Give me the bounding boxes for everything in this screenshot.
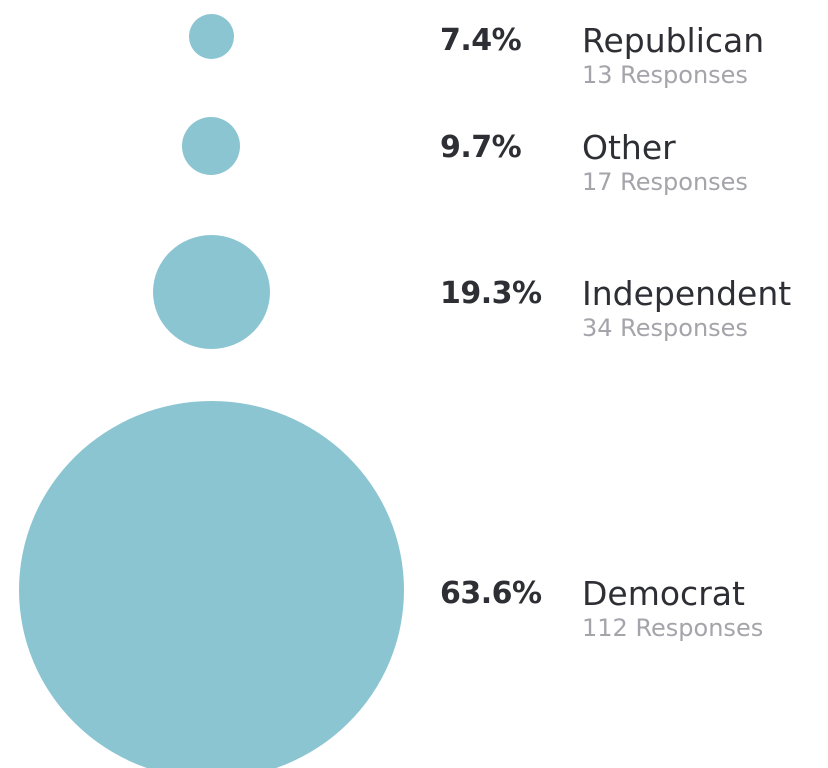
- category-label: Independent: [582, 274, 792, 313]
- responses-label: 34 Responses: [582, 314, 748, 342]
- responses-label: 17 Responses: [582, 168, 748, 196]
- bubble-democrat: [19, 401, 404, 768]
- bubble-republican: [189, 14, 234, 59]
- responses-label: 112 Responses: [582, 614, 764, 642]
- percent-label: 63.6%: [440, 576, 542, 611]
- category-label: Democrat: [582, 574, 745, 613]
- percent-label: 7.4%: [440, 23, 522, 58]
- bubble-independent: [153, 235, 270, 349]
- responses-label: 13 Responses: [582, 61, 748, 89]
- percent-label: 19.3%: [440, 276, 542, 311]
- percent-label: 9.7%: [440, 130, 522, 165]
- bubble-other: [182, 117, 240, 175]
- category-label: Republican: [582, 21, 765, 60]
- category-label: Other: [582, 128, 676, 167]
